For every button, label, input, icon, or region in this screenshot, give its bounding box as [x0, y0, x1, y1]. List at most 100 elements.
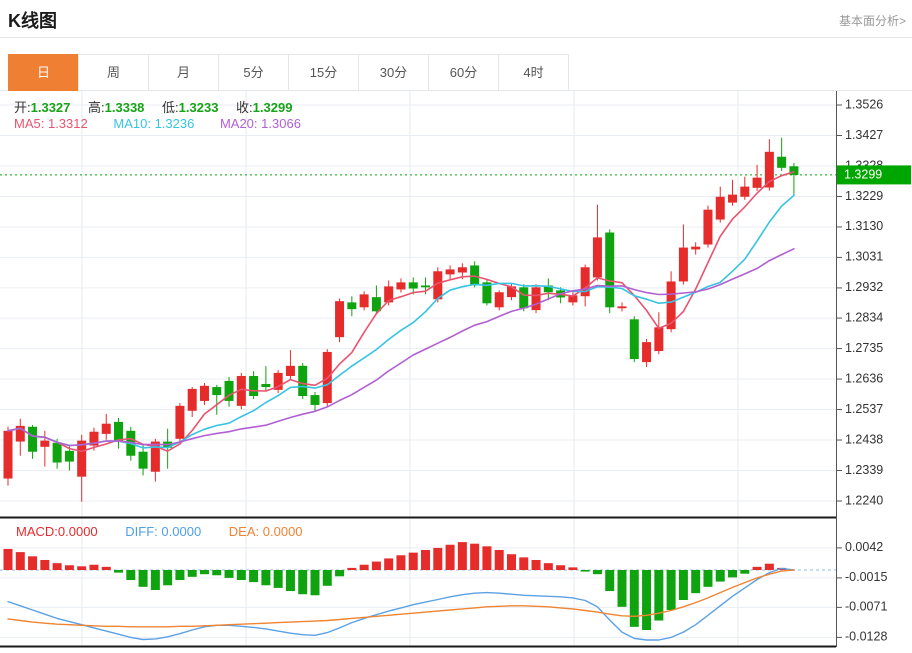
macd-bar [236, 570, 246, 580]
macd-bar [457, 542, 467, 570]
macd-bar [77, 566, 87, 570]
macd-bar [678, 570, 688, 600]
candle-body [101, 423, 111, 434]
macd-bar [568, 567, 578, 570]
macd-bar [52, 563, 62, 570]
candle-body [605, 232, 615, 308]
macd-bar [126, 570, 136, 580]
candle-body [445, 269, 455, 275]
tab-60min[interactable]: 60分 [428, 54, 499, 91]
macd-bar [482, 546, 492, 570]
tab-month[interactable]: 月 [148, 54, 219, 91]
tab-4hour[interactable]: 4时 [498, 54, 569, 91]
macd-bar [298, 570, 308, 595]
macd-bar [764, 563, 774, 570]
candle-body [764, 151, 774, 188]
macd-bar [666, 570, 676, 610]
price-axis-label: 1.3031 [845, 250, 883, 264]
tab-5min[interactable]: 5分 [218, 54, 289, 91]
candle-body [457, 267, 467, 273]
candle-body [715, 196, 725, 220]
candle-body [506, 286, 516, 298]
candle-body [789, 166, 799, 175]
candle-body [212, 387, 222, 396]
candle-body [433, 271, 443, 300]
candle-body [703, 209, 713, 245]
candle-body [52, 442, 62, 463]
macd-bar [150, 570, 160, 590]
candle-body [187, 388, 197, 411]
timeframe-tabbar: 日 周 月 5分 15分 30分 60分 4时 [8, 54, 569, 91]
macd-bar [322, 570, 332, 586]
macd-bar [519, 557, 529, 570]
candle-body [150, 441, 160, 472]
macd-bar [408, 552, 418, 570]
macd-bar [15, 552, 25, 570]
macd-bar [187, 570, 197, 577]
macd-bar [224, 570, 234, 578]
macd-bar [335, 570, 345, 577]
candle-body [384, 286, 394, 303]
ma5-line [7, 171, 795, 453]
ma5-label: MA5: [14, 116, 45, 131]
macd-bar [273, 570, 283, 588]
candle-body [89, 431, 99, 446]
fundamental-analysis-link[interactable]: 基本面分析> [838, 14, 906, 28]
macd-bar [89, 564, 99, 570]
macd-bar [531, 560, 541, 570]
candle-body [519, 287, 529, 309]
tab-15min[interactable]: 15分 [288, 54, 359, 91]
candle-body [335, 301, 345, 338]
tab-30min[interactable]: 30分 [358, 54, 429, 91]
current-price-badge-label: 1.3299 [844, 168, 882, 182]
macd-bar [605, 570, 615, 592]
candle-body [236, 375, 246, 406]
candle-body [359, 294, 369, 308]
macd-bar [138, 570, 148, 587]
candle-body [777, 156, 787, 168]
candle-body [617, 306, 627, 309]
close-value: 1.3299 [252, 100, 293, 115]
macd-bar [28, 556, 38, 570]
candle-body [15, 425, 25, 442]
macd-bar [359, 564, 369, 570]
open-label: 开: [14, 100, 31, 115]
tab-day[interactable]: 日 [8, 54, 79, 91]
candle-body [752, 177, 762, 188]
macd-axis-label: -0.0128 [845, 630, 887, 644]
price-axis-label: 1.2636 [845, 371, 883, 385]
candle-body [580, 267, 590, 297]
candle-body [298, 365, 308, 396]
macd-bar [249, 570, 259, 583]
candle-body [64, 450, 74, 462]
macd-bar [629, 570, 639, 627]
macd-bar [101, 566, 111, 570]
candle-body [494, 292, 504, 308]
candle-body [249, 375, 259, 396]
price-axis-label: 1.3427 [845, 128, 883, 142]
macd-bar [3, 548, 13, 570]
tab-week[interactable]: 周 [78, 54, 149, 91]
price-axis-label: 1.2834 [845, 310, 883, 324]
candle-body [421, 285, 431, 288]
macd-bar [261, 570, 271, 586]
macd-bar [740, 570, 750, 574]
macd-bar [199, 570, 209, 575]
macd-bar [445, 544, 455, 570]
candle-body [224, 380, 234, 401]
high-value: 1.3338 [104, 100, 145, 115]
candle-body [77, 440, 87, 477]
macd-bar [642, 570, 652, 630]
macd-bar [691, 570, 701, 594]
candle-body [3, 430, 13, 479]
ma-readout: MA5: 1.3312 MA10: 1.3236 MA20: 1.3066 [14, 116, 323, 131]
macd-bar [703, 570, 713, 587]
ma20-label: MA20: [219, 116, 258, 131]
price-axis-label: 1.2735 [845, 341, 883, 355]
macd-bar [592, 570, 602, 575]
candle-body [642, 342, 652, 363]
open-value: 1.3327 [30, 100, 71, 115]
candle-body [371, 297, 381, 312]
macd-bar [494, 550, 504, 570]
